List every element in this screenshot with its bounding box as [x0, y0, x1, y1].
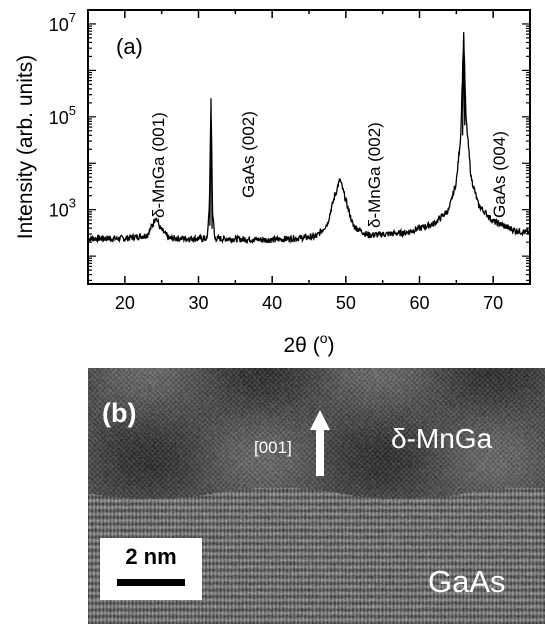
y-tick-label: 103 [49, 196, 76, 221]
x-axis-title: 2θ (o) [284, 330, 335, 357]
y-axis-title: Intensity (arb. units) [14, 55, 37, 239]
x-tick-label: 20 [115, 293, 135, 313]
x-tick-label: 40 [262, 293, 282, 313]
peak-label: δ-MnGa (001) [149, 112, 168, 218]
scale-bar [117, 579, 185, 586]
y-tick-label: 105 [49, 103, 76, 128]
x-tick-label: 70 [483, 293, 503, 313]
x-tick-label: 50 [336, 293, 356, 313]
substrate-label: GaAs [428, 564, 506, 599]
peak-label: δ-MnGa (002) [365, 122, 384, 228]
peak-label: GaAs (004) [490, 131, 509, 218]
panel-label-a: (a) [116, 34, 143, 59]
film-label: δ-MnGa [391, 423, 493, 454]
tem-image: (b) [001] δ-MnGa GaAs 2 nm [88, 368, 545, 624]
scale-bar-box: 2 nm [100, 538, 202, 600]
xrd-chart: 20 30 40 50 60 70 103 105 107 (a) δ-MnGa (001) GaAs… [14, 9, 531, 357]
x-tick-label: 60 [409, 293, 429, 313]
panel-label-b: (b) [102, 398, 137, 428]
x-tick-label: 30 [188, 293, 208, 313]
series-line [87, 32, 531, 245]
up-arrow-icon [310, 410, 330, 476]
y-tick-label: 107 [49, 10, 76, 35]
peak-label: GaAs (002) [239, 111, 258, 198]
direction-label: [001] [254, 438, 292, 457]
scale-bar-label: 2 nm [125, 544, 177, 569]
